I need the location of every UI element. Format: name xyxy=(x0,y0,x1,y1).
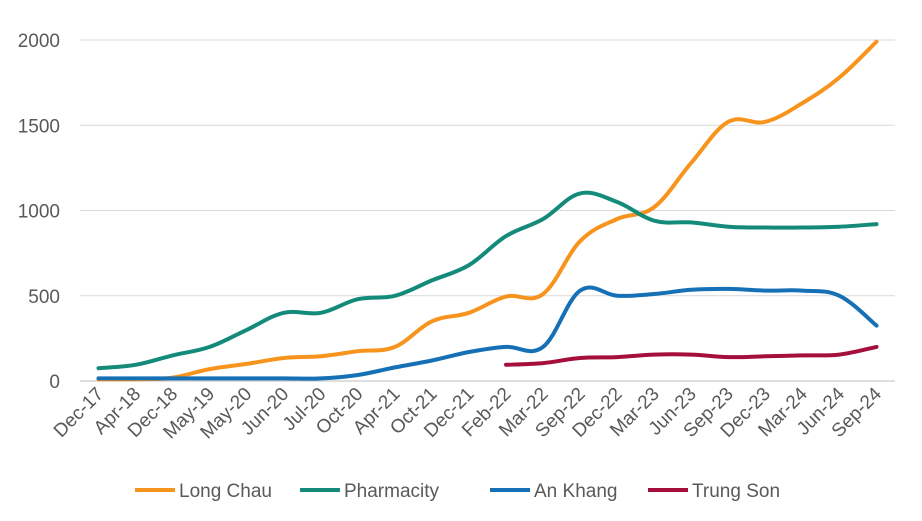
legend: Long Chau Pharmacity An Khang Trung Son xyxy=(135,481,780,502)
legend-item-long-chau: Long Chau xyxy=(135,481,272,502)
legend-label: An Khang xyxy=(534,481,617,502)
series-line-pharmacity xyxy=(96,190,879,371)
gridlines xyxy=(80,39,895,297)
legend-label: Long Chau xyxy=(179,481,272,502)
y-tick-label: 1000 xyxy=(18,202,60,223)
legend-label: Trung Son xyxy=(692,481,780,502)
y-tick-label: 500 xyxy=(28,287,60,308)
y-tick-label: 0 xyxy=(49,372,60,393)
series-lines xyxy=(96,39,879,382)
y-tick-label: 2000 xyxy=(18,31,60,52)
series-line-trung-son xyxy=(504,344,879,367)
legend-item-pharmacity: Pharmacity xyxy=(300,481,440,502)
series-line-an-khang xyxy=(96,285,879,381)
series-line-long-chau xyxy=(96,39,879,382)
legend-item-an-khang: An Khang xyxy=(490,481,617,502)
legend-item-trung-son: Trung Son xyxy=(648,481,780,502)
legend-label: Pharmacity xyxy=(344,481,440,502)
y-tick-label: 1500 xyxy=(18,116,60,137)
y-axis-ticks: 0 500 1000 1500 2000 xyxy=(18,31,60,393)
x-axis-ticks: Dec-17Apr-18Dec-18May-19May-20Jun-20Jul-… xyxy=(50,383,886,443)
